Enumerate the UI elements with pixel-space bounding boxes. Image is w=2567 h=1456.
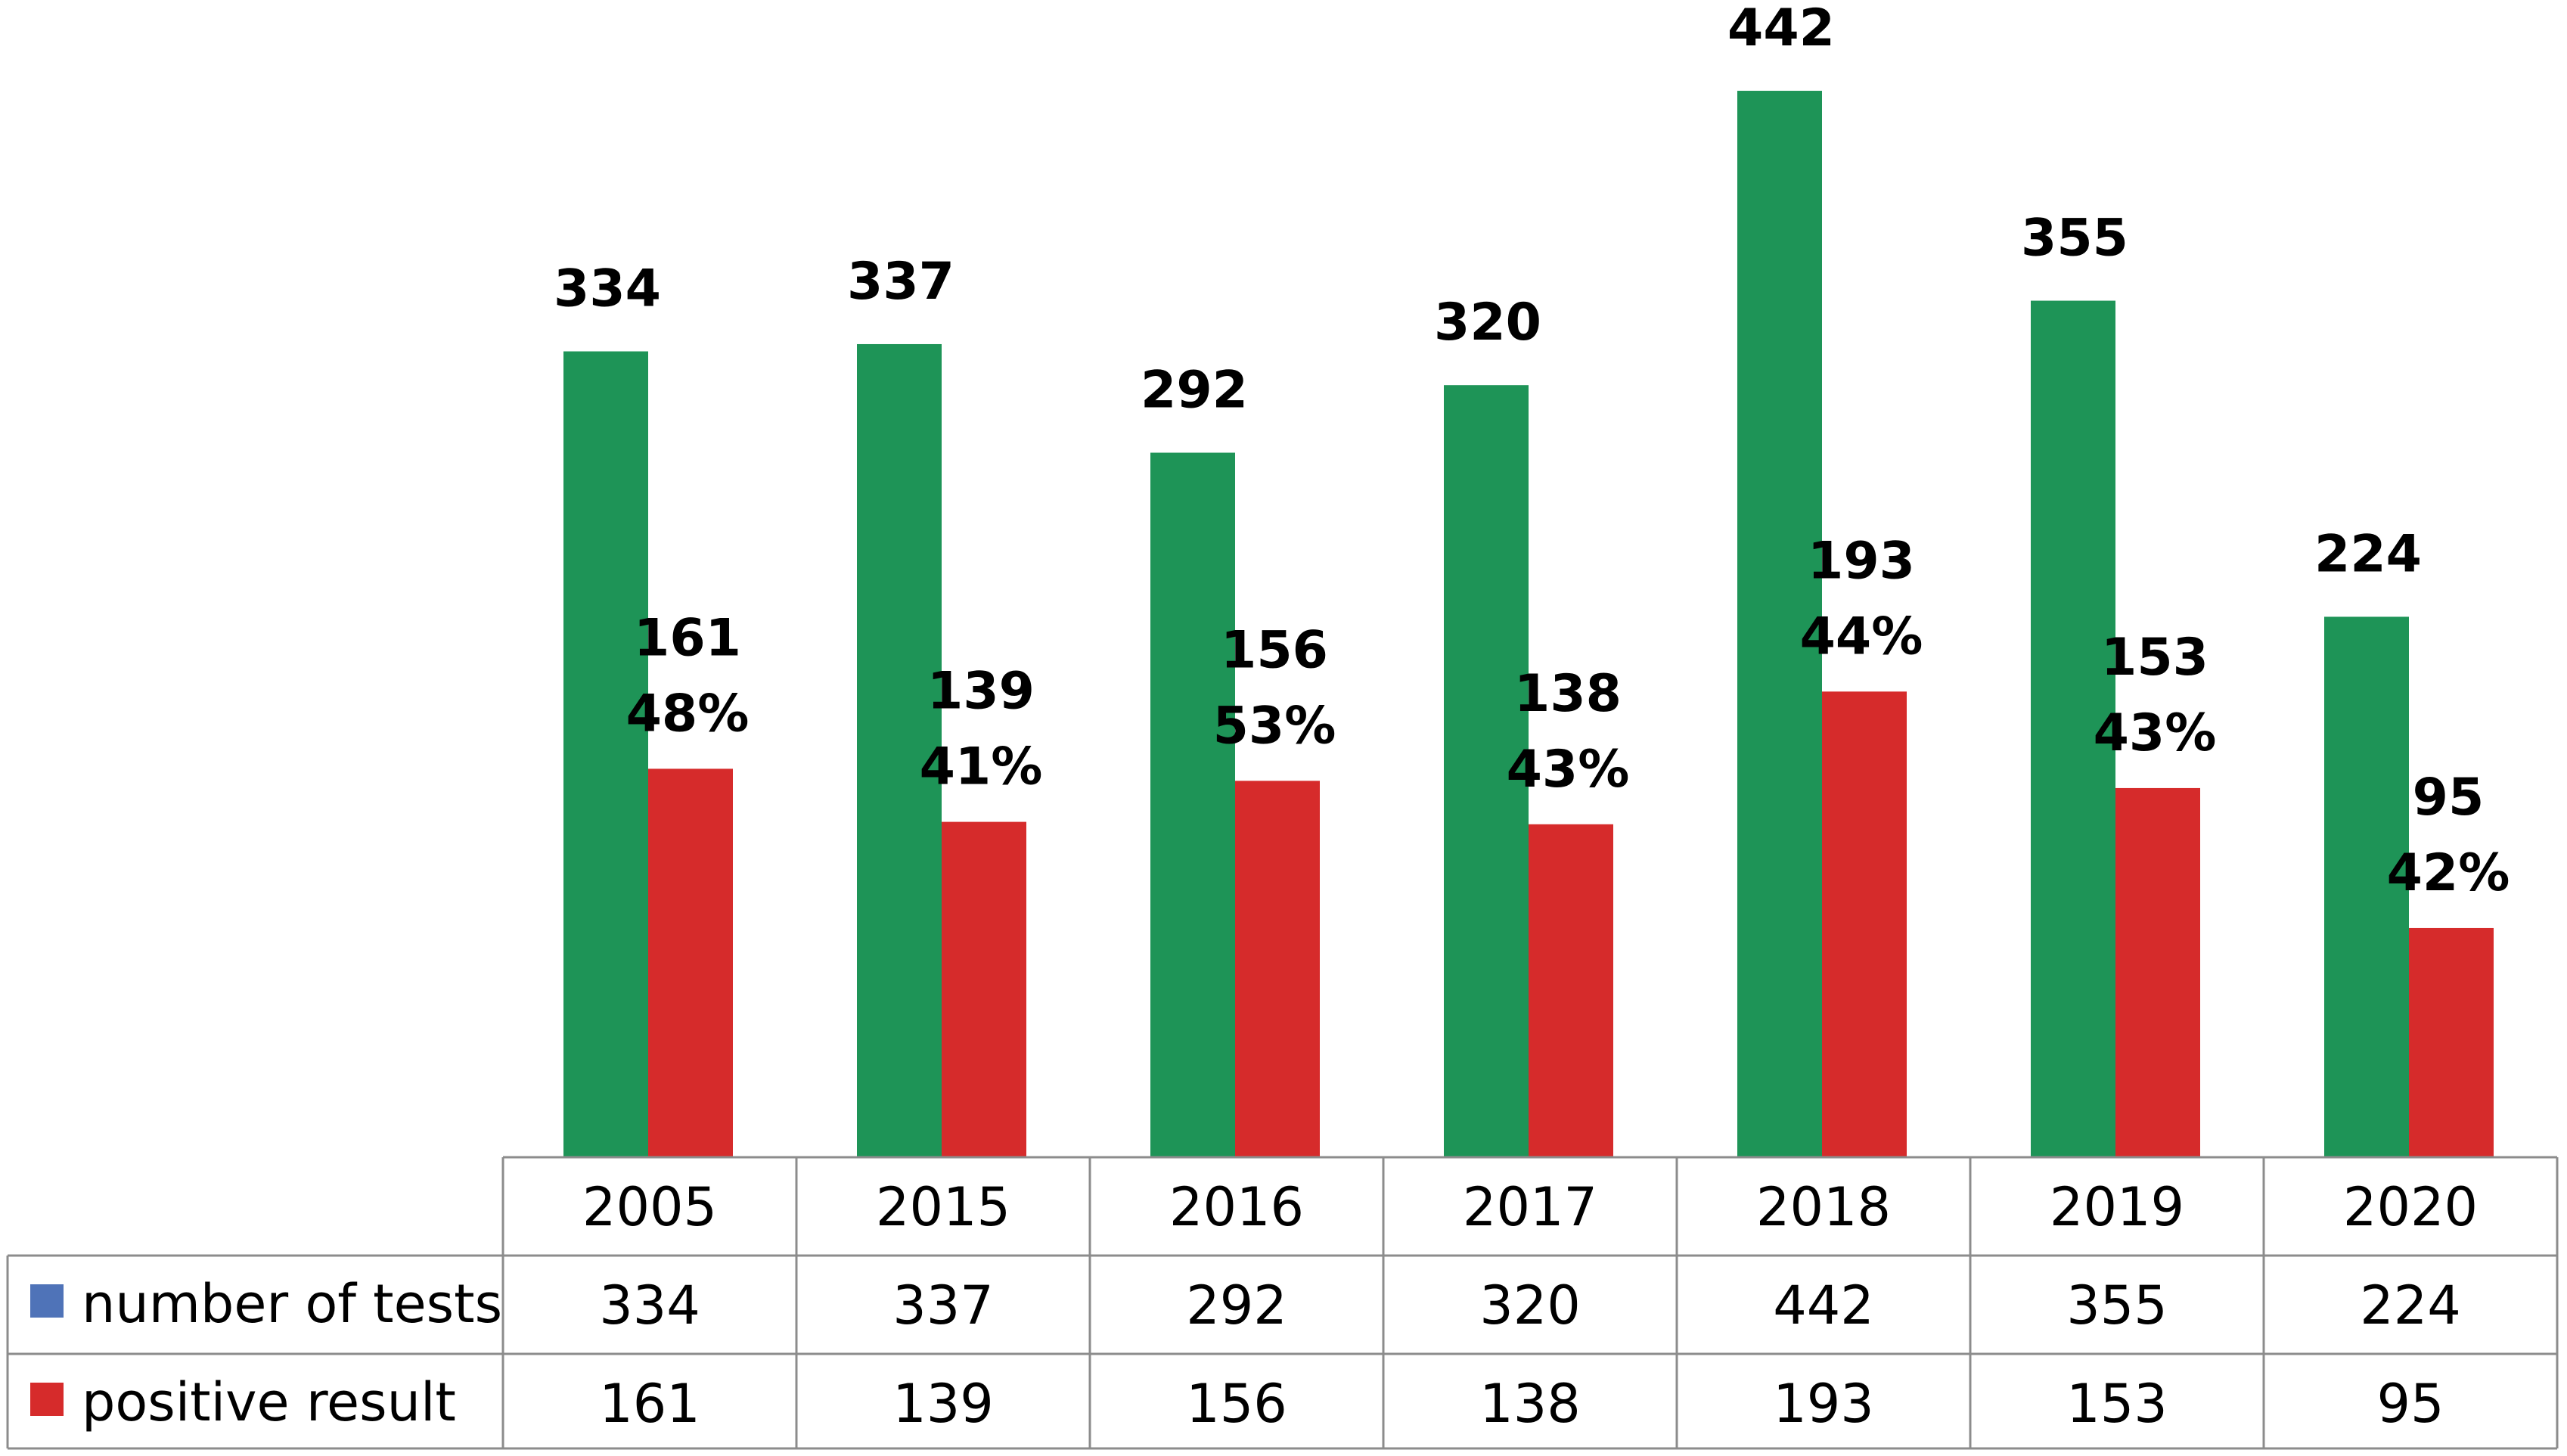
data-label-tests-2017: 320 xyxy=(1434,293,1541,352)
legend-label-number-of-tests: number of tests xyxy=(82,1273,502,1335)
table-value-positive-2015: 139 xyxy=(892,1373,994,1435)
bar-number-of-tests-2016 xyxy=(1150,452,1235,1157)
bar-positive-result-2005 xyxy=(648,768,733,1157)
data-label-positive-2020: 95 xyxy=(2413,768,2485,827)
table-value-positive-2019: 153 xyxy=(2066,1373,2168,1435)
legend-key-positive-result xyxy=(30,1383,64,1416)
bar-number-of-tests-2020 xyxy=(2324,616,2409,1157)
bar-positive-result-2016 xyxy=(1235,781,1320,1157)
table-value-positive-2018: 193 xyxy=(1773,1373,1874,1435)
data-label-percent-2016: 53% xyxy=(1213,696,1336,756)
data-label-positive-2018: 193 xyxy=(1808,531,1915,591)
bar-number-of-tests-2015 xyxy=(857,343,942,1158)
data-labels-layer: 334 161 48% 337 139 41% 292 156 53% 320 138 43% 442 1… xyxy=(554,0,2510,903)
table-category-2019: 2019 xyxy=(2050,1176,2184,1238)
bar-positive-result-2015 xyxy=(942,821,1026,1157)
bar-number-of-tests-2017 xyxy=(1444,385,1529,1157)
table-category-2020: 2020 xyxy=(2343,1176,2478,1238)
data-label-percent-2020: 42% xyxy=(2387,843,2510,903)
table-value-tests-2018: 442 xyxy=(1773,1274,1874,1336)
table-category-2016: 2016 xyxy=(1169,1176,1304,1238)
table-value-tests-2020: 224 xyxy=(2360,1274,2461,1336)
table-category-2018: 2018 xyxy=(1756,1176,1891,1238)
data-label-positive-2005: 161 xyxy=(634,608,741,668)
table-value-tests-2016: 292 xyxy=(1186,1274,1287,1336)
table-value-tests-2019: 355 xyxy=(2066,1274,2168,1336)
legend-key-number-of-tests xyxy=(30,1284,64,1318)
bar-positive-result-2017 xyxy=(1529,824,1613,1157)
table-value-tests-2015: 337 xyxy=(892,1274,994,1336)
table-category-2015: 2015 xyxy=(876,1176,1010,1238)
legend-label-positive-result: positive result xyxy=(82,1371,456,1433)
data-label-percent-2015: 41% xyxy=(920,737,1043,797)
table-value-positive-2016: 156 xyxy=(1186,1373,1287,1435)
table-value-tests-2017: 320 xyxy=(1479,1274,1581,1336)
data-label-positive-2015: 139 xyxy=(927,662,1035,722)
data-label-percent-2005: 48% xyxy=(626,684,750,744)
bar-positive-result-2018 xyxy=(1822,691,1907,1157)
data-label-positive-2019: 153 xyxy=(2101,628,2208,688)
table-category-2017: 2017 xyxy=(1463,1176,1597,1238)
data-label-percent-2018: 44% xyxy=(1800,607,1923,666)
data-label-tests-2016: 292 xyxy=(1141,361,1248,421)
data-label-positive-2017: 138 xyxy=(1514,664,1622,724)
table-value-positive-2005: 161 xyxy=(599,1373,700,1435)
data-label-percent-2019: 43% xyxy=(2094,703,2217,763)
table-value-tests-2005: 334 xyxy=(599,1274,700,1336)
bar-positive-result-2020 xyxy=(2409,927,2494,1157)
data-label-tests-2020: 224 xyxy=(2314,524,2422,584)
bar-number-of-tests-2005 xyxy=(563,351,648,1157)
data-label-positive-2016: 156 xyxy=(1221,620,1328,680)
data-table: 2005 334 161 2015 337 139 2016 292 156 2017 320 138… xyxy=(6,1156,2559,1450)
data-label-percent-2017: 43% xyxy=(1507,740,1630,799)
table-category-2005: 2005 xyxy=(582,1176,717,1238)
data-label-tests-2019: 355 xyxy=(2021,209,2128,269)
bar-number-of-tests-2019 xyxy=(2031,300,2115,1157)
data-label-tests-2015: 337 xyxy=(847,252,954,312)
bar-positive-result-2019 xyxy=(2115,787,2200,1157)
bars-layer xyxy=(563,91,2494,1158)
data-label-tests-2018: 442 xyxy=(1727,0,1835,58)
data-label-tests-2005: 334 xyxy=(554,259,661,319)
bar-number-of-tests-2018 xyxy=(1737,91,1822,1157)
table-value-positive-2017: 138 xyxy=(1479,1373,1581,1435)
table-value-positive-2020: 95 xyxy=(2376,1373,2444,1435)
